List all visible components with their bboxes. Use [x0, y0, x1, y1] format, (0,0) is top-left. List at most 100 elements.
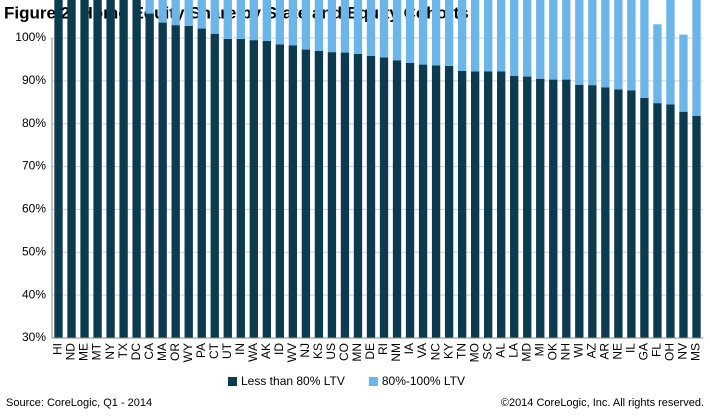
bar-segment: [418, 64, 428, 339]
x-tick-label: NE: [611, 343, 625, 360]
bar-segment: [536, 78, 545, 338]
bar-segment: [405, 62, 415, 338]
bar-segment: [627, 0, 636, 91]
bar-segment: [484, 71, 493, 338]
bar-segment: [197, 0, 206, 29]
bar-segment: [379, 0, 389, 58]
x-tick-label: WV: [285, 343, 299, 362]
bar-segment: [692, 116, 701, 338]
x-tick-label: UT: [220, 342, 234, 359]
bar-segment: [392, 60, 402, 339]
copyright: ©2014 CoreLogic, Inc. All rights reserve…: [501, 397, 704, 409]
x-tick-label: IA: [402, 343, 416, 354]
bar-segment: [301, 0, 311, 50]
bar-segment: [184, 26, 193, 338]
bar-segment: [601, 87, 610, 339]
x-tick-label: ND: [64, 343, 78, 361]
y-tick-label: 30%: [22, 330, 46, 344]
bar-segment: [197, 28, 206, 338]
x-tick-label: MO: [467, 343, 481, 362]
legend-label: Less than 80% LTV: [241, 374, 345, 388]
x-tick-label: OK: [545, 343, 559, 360]
bar-segment: [653, 103, 662, 339]
bar-segment: [314, 50, 324, 338]
bar-segment: [80, 0, 89, 338]
legend-swatch: [228, 377, 237, 386]
x-tick-label: US: [324, 343, 338, 360]
bar-segment: [457, 0, 467, 71]
x-tick-label: MD: [519, 343, 533, 362]
x-tick-label: GA: [637, 343, 651, 360]
bar-segment: [523, 76, 532, 339]
bar-segment: [666, 104, 675, 338]
x-tick-label: CO: [337, 343, 351, 361]
x-tick-label: KS: [311, 343, 325, 359]
bar-segment: [588, 0, 597, 86]
x-tick-label: SC: [480, 343, 494, 360]
x-tick-label: ME: [77, 343, 91, 361]
x-tick-label: CA: [142, 343, 156, 360]
bar-segment: [262, 0, 271, 41]
bar-segment: [470, 0, 480, 72]
bar-segment: [249, 0, 258, 41]
x-tick-label: RI: [376, 343, 390, 355]
y-tick-label: 80%: [22, 116, 46, 130]
bar-segment: [340, 52, 350, 338]
bar-segment: [353, 0, 363, 54]
bar-segment: [366, 56, 376, 338]
bar-segment: [158, 0, 167, 23]
y-tick-label: 40%: [22, 287, 46, 301]
bar-segment: [223, 38, 232, 338]
source: Source: CoreLogic, Q1 - 2014: [6, 397, 152, 409]
bar-segment: [210, 0, 219, 34]
bar-segment: [327, 52, 337, 339]
bar-segment: [457, 71, 467, 338]
x-tick-label: WA: [246, 343, 260, 362]
bar-segment: [666, 0, 675, 105]
bar-segment: [392, 0, 402, 61]
bar-segment: [236, 38, 245, 338]
bar-segment: [106, 0, 115, 338]
bar-segment: [484, 0, 493, 72]
x-tick-label: MN: [350, 343, 364, 362]
bar-segment: [67, 0, 76, 338]
bar-segment: [262, 41, 271, 338]
x-tick-label: PA: [194, 343, 208, 358]
x-tick-label: AR: [598, 343, 612, 360]
bar-segment: [444, 65, 454, 338]
bar-segment: [431, 0, 441, 66]
bar-segment: [497, 0, 506, 72]
bar-segment: [510, 0, 519, 76]
x-tick-label: VA: [415, 343, 429, 358]
bar-segment: [353, 53, 363, 338]
x-tick-label: WI: [571, 343, 585, 358]
x-tick-label: LA: [506, 343, 520, 358]
bar-segment: [340, 0, 350, 53]
bar-segment: [575, 84, 584, 338]
y-tick-label: 50%: [22, 244, 46, 258]
bar-segment: [366, 0, 376, 56]
x-tick-label: TX: [116, 343, 130, 358]
x-tick-label: IN: [233, 343, 247, 355]
x-tick-label: NJ: [298, 343, 312, 358]
bar-segment: [601, 0, 610, 88]
bar-segment: [549, 0, 558, 80]
bar-segment: [275, 44, 285, 339]
bar-segment: [679, 34, 688, 112]
bar-segment: [54, 0, 63, 339]
bar-segment: [470, 71, 480, 338]
bar-segment: [184, 0, 193, 26]
bar-segment: [145, 0, 154, 14]
bar-segment: [132, 0, 141, 339]
bar-segment: [171, 25, 180, 339]
bar-segment: [405, 0, 415, 63]
legend-label: 80%-100% LTV: [382, 374, 465, 388]
x-tick-label: DC: [129, 343, 143, 361]
x-tick-label: IL: [624, 343, 638, 353]
x-tick-label: FL: [650, 343, 664, 357]
bar-segment: [588, 85, 597, 339]
bar-segment: [249, 40, 258, 339]
x-tick-label: NY: [103, 343, 117, 360]
bar-segment: [640, 98, 649, 338]
